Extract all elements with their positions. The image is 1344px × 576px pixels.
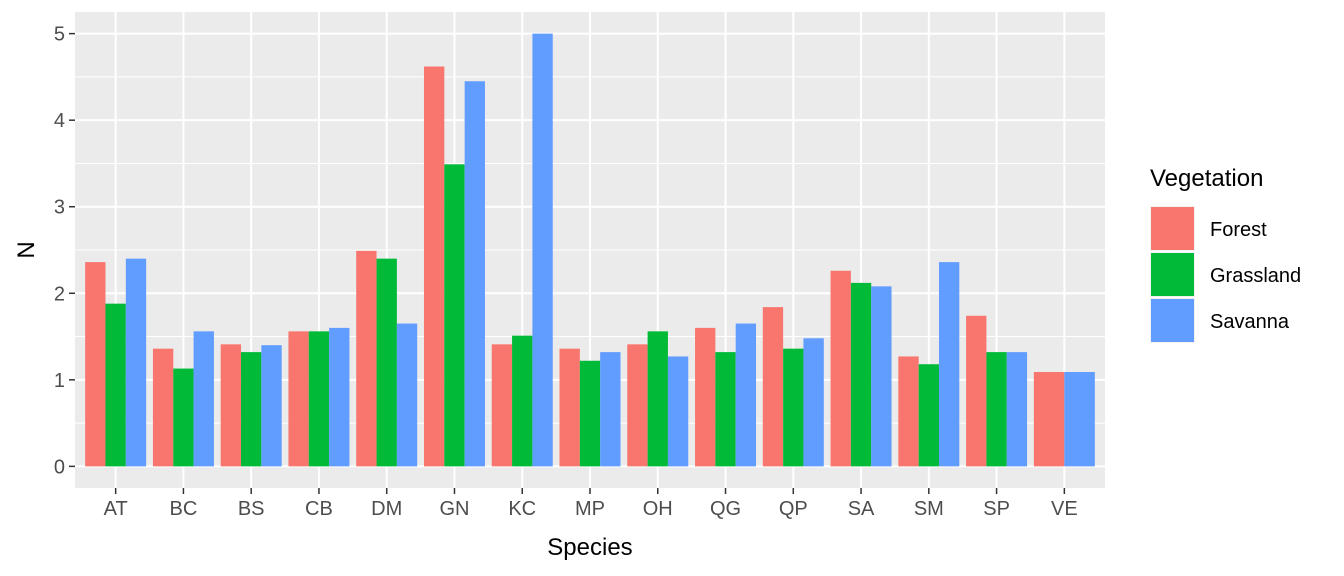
bar-oh-forest [627, 344, 648, 467]
x-tick-label: OH [643, 498, 673, 520]
x-tick-label: MP [575, 498, 605, 520]
y-tick-label: 2 [54, 283, 65, 305]
legend-swatch-savanna [1151, 299, 1194, 342]
bar-qp-savanna [803, 338, 824, 467]
x-tick-label: DM [371, 498, 402, 520]
x-tick-label: QP [779, 498, 808, 520]
bar-bs-forest [220, 344, 242, 467]
legend-swatch-grassland [1151, 253, 1194, 296]
y-axis-label: N [13, 241, 40, 258]
x-tick-label: BS [238, 498, 265, 520]
bar-mp-savanna [600, 352, 621, 467]
bar-bc-savanna [193, 331, 214, 467]
bar-bc-grassland [173, 368, 194, 467]
bar-dm-grassland [376, 258, 397, 467]
legend-label: Grassland [1210, 265, 1301, 287]
bar-kc-forest [491, 344, 513, 467]
bar-cb-savanna [329, 327, 350, 467]
bar-at-savanna [125, 258, 147, 467]
bar-sm-savanna [938, 262, 960, 467]
legend: Vegetation Forest Grassland Savanna [1150, 165, 1301, 343]
bar-oh-grassland [647, 331, 668, 467]
bar-oh-savanna [667, 356, 689, 467]
bar-mp-grassland [579, 360, 601, 467]
bar-qg-grassland [715, 352, 736, 467]
legend-label: Forest [1210, 219, 1267, 241]
x-tick-label: KC [508, 498, 536, 520]
bar-bc-forest [152, 348, 174, 467]
bar-sa-savanna [871, 286, 892, 467]
bar-at-forest [85, 262, 106, 467]
bar-sm-grassland [918, 364, 939, 467]
bar-kc-savanna [532, 33, 553, 467]
y-tick-label: 5 [54, 24, 65, 46]
bar-sp-savanna [1006, 352, 1028, 467]
bar-qp-forest [762, 307, 784, 467]
bar-cb-forest [288, 331, 309, 467]
bar-qg-savanna [735, 323, 757, 467]
x-tick-label: SM [914, 498, 944, 520]
x-tick-label: GN [439, 498, 469, 520]
y-tick-label: 4 [54, 110, 65, 132]
x-tick-label: AT [104, 498, 128, 520]
legend-title: Vegetation [1150, 165, 1263, 192]
bar-kc-grassland [512, 335, 533, 467]
bar-cb-grassland [308, 331, 330, 467]
x-tick-label: SA [848, 498, 875, 520]
bar-qg-forest [695, 327, 716, 467]
bar-ve-forest [1033, 372, 1065, 467]
x-tick-label: SP [983, 498, 1010, 520]
bar-gn-forest [423, 66, 445, 467]
bars [85, 33, 1095, 467]
x-tick-label: CB [305, 498, 333, 520]
bar-mp-forest [559, 348, 580, 467]
bar-sa-forest [830, 270, 851, 467]
x-tick-label: VE [1051, 498, 1078, 520]
bar-dm-forest [356, 250, 377, 467]
bar-dm-savanna [396, 323, 418, 467]
x-axis-label: Species [547, 534, 632, 561]
bar-sm-forest [898, 356, 919, 467]
legend-swatch-forest [1151, 207, 1194, 250]
axes: 0 1 2 3 4 5 AT BC BS CB DM GN KC MP OH QG QP SA SM SP VE [54, 24, 1078, 520]
bar-sp-forest [966, 315, 987, 467]
bar-sa-grassland [850, 282, 872, 467]
bar-gn-savanna [464, 81, 485, 467]
x-tick-label: BC [170, 498, 198, 520]
y-tick-label: 3 [54, 197, 65, 219]
bar-bs-grassland [241, 352, 262, 467]
bar-qp-grassland [783, 348, 804, 467]
bar-bs-savanna [261, 345, 282, 467]
y-tick-label: 0 [54, 456, 65, 478]
bar-sp-grassland [986, 352, 1007, 467]
x-tick-label: QG [710, 498, 741, 520]
bar-ve-savanna [1064, 372, 1095, 467]
bar-gn-grassland [444, 164, 465, 467]
bar-at-grassland [105, 303, 126, 467]
legend-label: Savanna [1210, 311, 1290, 333]
y-tick-label: 1 [54, 370, 65, 392]
